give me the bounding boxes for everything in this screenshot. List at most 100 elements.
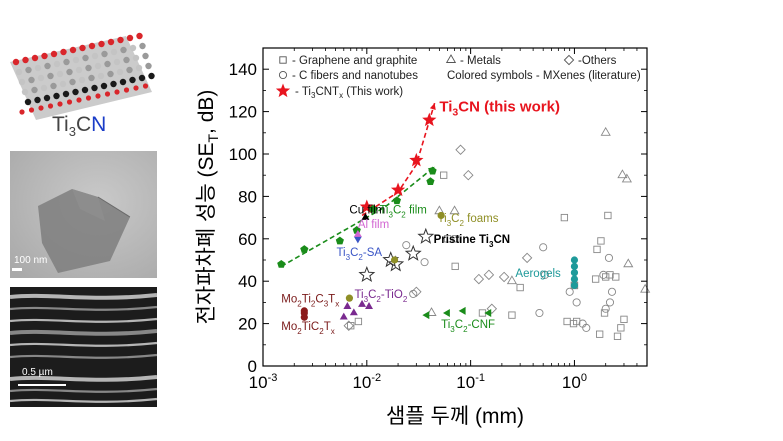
sem-image: 0.5 µm — [10, 287, 157, 407]
data-point — [539, 243, 548, 252]
data-point — [572, 298, 581, 307]
y-tick-label: 20 — [238, 315, 257, 334]
atom — [47, 72, 54, 80]
annotation-label: Mo2TiC2Tx — [281, 321, 334, 336]
atom — [60, 48, 67, 56]
x-axis-label: 샘플 두께 (mm) — [386, 405, 524, 428]
data-point — [455, 144, 466, 155]
atom — [47, 103, 54, 109]
atom — [88, 42, 96, 50]
atom — [37, 74, 45, 82]
data-point — [420, 258, 429, 267]
legend-entry: Colored symbols - MXenes (literature) — [447, 70, 641, 82]
data-point — [570, 256, 579, 264]
data-point — [335, 236, 344, 245]
atom — [12, 58, 20, 66]
data-point — [563, 317, 571, 326]
atom — [34, 96, 41, 104]
x-tick-label: 10-1 — [456, 372, 485, 392]
data-point — [570, 269, 579, 277]
series-c-fibers-and-nanotubes — [402, 241, 617, 332]
atom — [101, 50, 108, 58]
legend-label: - C fibers and nanotubes — [292, 70, 418, 82]
atom — [97, 72, 105, 80]
atom — [88, 74, 95, 82]
atom — [110, 80, 117, 88]
data-point — [392, 196, 402, 205]
data-point — [560, 213, 569, 222]
data-point — [463, 169, 474, 181]
data-point — [345, 294, 354, 302]
data-point — [387, 255, 405, 272]
series-others — [343, 144, 533, 331]
atom — [31, 54, 39, 62]
trend-line-1 — [280, 166, 436, 268]
atom — [57, 101, 63, 107]
plot-frame — [262, 47, 648, 367]
annotation-label: Mo2Ti2C3Tx — [281, 293, 339, 308]
shielding-chart: 0 20 40 60 80 100 120 140 10-3 10-2 10-1 100 샘플 두께 (… — [195, 47, 651, 428]
axes: 0 20 40 60 80 100 120 140 10-3 10-2 10-1 100 샘플 두께 (… — [195, 47, 648, 428]
data-point — [600, 126, 611, 136]
data-point — [349, 308, 358, 316]
data-point — [365, 302, 373, 309]
data-point — [458, 306, 466, 315]
data-point — [612, 273, 620, 281]
x-tick-label: 10-3 — [249, 372, 278, 392]
atom — [104, 60, 111, 68]
atom — [142, 52, 149, 60]
annotation-label: Al film — [358, 219, 389, 231]
data-point — [343, 302, 352, 309]
atom — [95, 93, 101, 99]
data-point — [604, 211, 612, 220]
data-point — [484, 309, 492, 317]
data-point — [582, 323, 591, 332]
atom — [56, 70, 64, 78]
data-point — [426, 307, 437, 316]
data-point — [602, 273, 610, 281]
data-point — [442, 309, 450, 317]
y-tick-label: 120 — [229, 103, 257, 122]
atom — [50, 82, 57, 90]
atom — [123, 87, 130, 93]
atom — [66, 99, 73, 105]
atom — [34, 64, 42, 72]
trend-line-0 — [361, 102, 436, 217]
atom — [63, 58, 70, 66]
legend-label: - Metals — [460, 55, 501, 67]
data-point — [483, 269, 495, 281]
y-tick-label: 40 — [238, 272, 257, 291]
atom — [110, 48, 118, 56]
series-ti3c2-foams — [345, 211, 445, 302]
atom — [25, 66, 32, 74]
atom — [91, 84, 98, 92]
data-point — [593, 245, 601, 254]
legend: - Graphene and graphite - Metals -Others - … — [275, 54, 641, 100]
data-point — [449, 205, 460, 215]
atom — [69, 78, 76, 86]
data-point — [535, 308, 544, 318]
x-tick-label: 10-2 — [352, 372, 381, 392]
molecule-label: Ti3CN — [52, 113, 106, 139]
data-point — [540, 270, 550, 279]
molecule-label-c: C — [75, 113, 92, 136]
legend-label: -Others — [578, 55, 617, 67]
atom — [94, 62, 102, 70]
data-point — [570, 262, 579, 270]
annotation-label: Cu film — [349, 204, 385, 216]
data-point — [599, 270, 608, 279]
data-point — [601, 304, 610, 313]
y-tick-label: 0 — [248, 357, 257, 376]
annotation-label: Ti3C2-SA — [336, 247, 382, 262]
data-point — [402, 241, 411, 250]
data-point — [451, 262, 459, 271]
molecule-label-n: N — [91, 113, 107, 136]
data-point — [404, 244, 422, 261]
data-point — [277, 259, 286, 268]
atom — [53, 92, 60, 100]
atom — [28, 107, 35, 113]
annotation-label: Ti3C2-TiO2 — [354, 289, 407, 304]
atom — [82, 54, 89, 62]
data-point — [354, 317, 363, 326]
